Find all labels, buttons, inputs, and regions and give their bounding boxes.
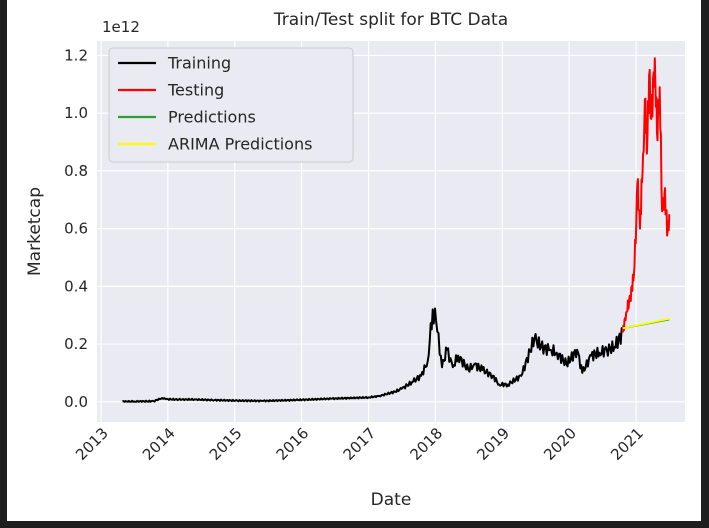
y-tick-labels: 0.0 0.2 0.4 0.6 0.8 1.0 1.2 — [64, 46, 88, 410]
x-tick-label: 2019 — [473, 424, 513, 464]
y-tick-label: 0.8 — [64, 162, 88, 180]
x-tick-label: 2017 — [340, 424, 380, 464]
y-tick-label: 0.2 — [64, 335, 88, 353]
chart-title: Train/Test split for BTC Data — [273, 10, 508, 30]
x-tick-label: 2013 — [72, 424, 112, 464]
arima-predictions-line — [622, 317, 670, 330]
x-axis-label: Date — [371, 490, 412, 510]
x-tick-label: 2014 — [139, 424, 179, 464]
series-layer — [122, 57, 671, 403]
legend-box — [108, 47, 354, 163]
x-tick-label: 2015 — [206, 424, 246, 464]
y-tick-label: 0.6 — [64, 220, 88, 238]
y-tick-label: 1.0 — [64, 104, 88, 122]
x-tick-label: 2020 — [540, 424, 580, 464]
legend: Training Testing Predictions ARIMA Predicti… — [108, 47, 354, 163]
y-offset-label: 1e12 — [102, 18, 140, 36]
legend-label: Predictions — [168, 108, 256, 127]
y-tick-label: 0.4 — [64, 277, 88, 295]
testing-line — [621, 57, 671, 333]
x-tick-label: 2021 — [607, 424, 647, 464]
legend-label: ARIMA Predictions — [168, 135, 312, 154]
y-tick-label: 1.2 — [64, 46, 88, 64]
training-line — [122, 307, 624, 403]
chart-svg: 0.00.20.40.60.81.01.2 2013 2014 2015 2016 20… — [25, 10, 685, 510]
chart-figure: 0.0 0.2 0.4 0.6 0.8 1.0 1.2 2013 2014 2015 2016 20… — [7, 0, 701, 521]
x-tick-labels: 2013 2014 2015 2016 2017 2018 2019 2020 2021 — [72, 424, 647, 464]
x-tick-label: 2016 — [273, 424, 313, 464]
legend-label: Training — [167, 54, 231, 73]
legend-label: Testing — [167, 81, 224, 100]
y-axis-label: Marketcap — [25, 187, 45, 276]
y-tick-label: 0.0 — [64, 393, 88, 411]
x-tick-label: 2018 — [407, 424, 447, 464]
